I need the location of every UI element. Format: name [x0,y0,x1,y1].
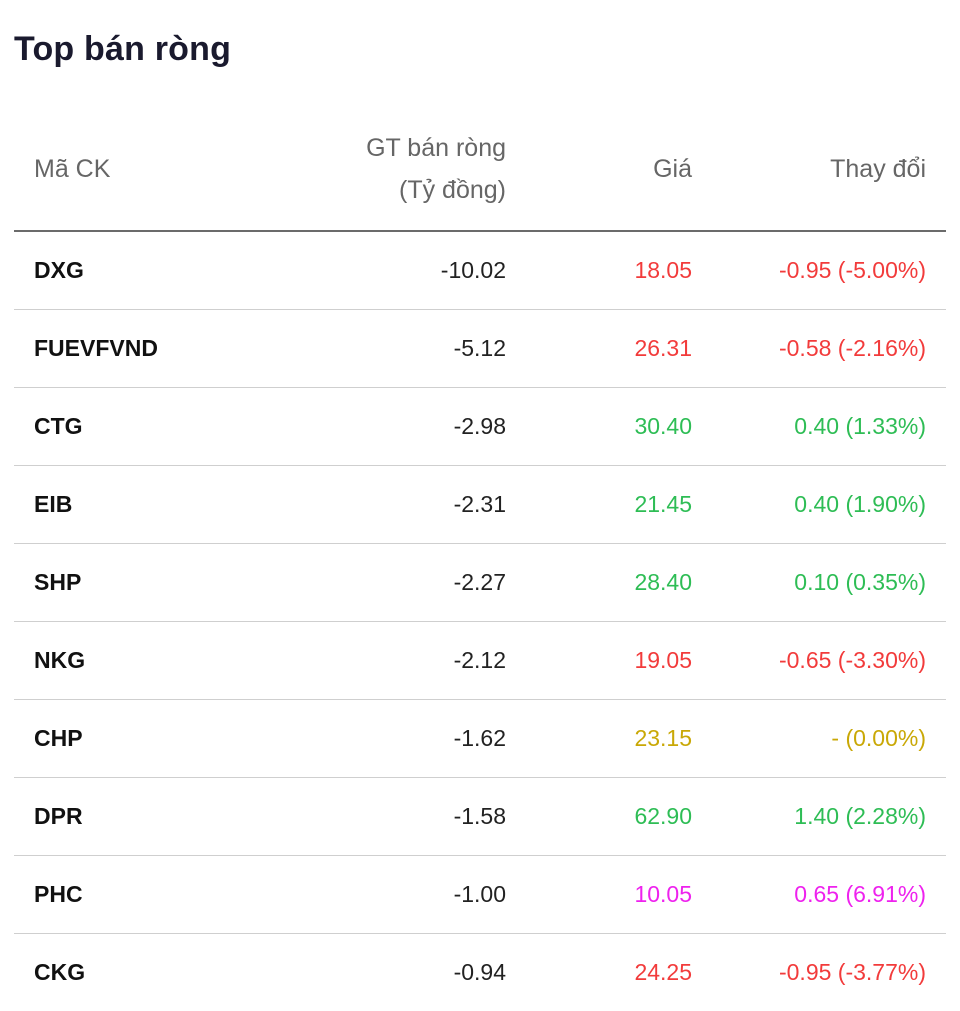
price-change: 0.40 (1.33%) [794,413,926,439]
net-sell-value: -0.94 [453,959,506,985]
column-header-net-sell-value[interactable]: GT bán ròng (Tỷ đồng) [366,110,506,228]
price: 23.15 [634,725,692,751]
table-row[interactable]: FUEVFVND -5.12 26.31 -0.58 (-2.16%) [14,310,946,388]
net-sell-value: -5.12 [453,335,506,361]
net-sell-value: -2.31 [453,491,506,517]
stock-code[interactable]: EIB [34,491,73,517]
net-sell-value: -1.58 [453,803,506,829]
stock-code[interactable]: DPR [34,803,83,829]
price-change: - (0.00%) [831,725,926,751]
price-change: 0.10 (0.35%) [794,569,926,595]
table-row[interactable]: DPR -1.58 62.90 1.40 (2.28%) [14,778,946,856]
net-sell-value: -1.62 [453,725,506,751]
stock-code[interactable]: SHP [34,569,82,595]
stock-code[interactable]: NKG [34,647,86,673]
price-change: 0.40 (1.90%) [794,491,926,517]
table-row[interactable]: CKG -0.94 24.25 -0.95 (-3.77%) [14,934,946,1011]
column-header-price[interactable]: Giá [653,154,692,183]
net-sell-value: -10.02 [440,257,506,283]
price: 21.45 [634,491,692,517]
price-change: -0.95 (-3.77%) [778,959,926,985]
net-sell-value: -2.12 [453,647,506,673]
net-sell-value: -2.27 [453,569,506,595]
table-row[interactable]: PHC -1.00 10.05 0.65 (6.91%) [14,856,946,934]
net-sell-value: -1.00 [453,881,506,907]
price: 30.40 [634,413,692,439]
table-row[interactable]: EIB -2.31 21.45 0.40 (1.90%) [14,466,946,544]
table-row[interactable]: CHP -1.62 23.15 - (0.00%) [14,700,946,778]
price-change: -0.58 (-2.16%) [778,335,926,361]
price: 62.90 [634,803,692,829]
column-header-net-sell-value-line1: GT bán ròng [366,134,506,162]
net-sell-table: Mã CK GT bán ròng (Tỷ đồng) Giá Thay đổi… [14,110,946,1011]
table-row[interactable]: CTG -2.98 30.40 0.40 (1.33%) [14,388,946,466]
column-header-net-sell-value-line2: (Tỷ đồng) [399,176,506,204]
table-header: Mã CK GT bán ròng (Tỷ đồng) Giá Thay đổi [14,110,946,232]
price-change: -0.95 (-5.00%) [778,257,926,283]
stock-code[interactable]: CTG [34,413,83,439]
net-sell-value: -2.98 [453,413,506,439]
price: 10.05 [634,881,692,907]
price: 19.05 [634,647,692,673]
stock-code[interactable]: CKG [34,959,86,985]
price-change: -0.65 (-3.30%) [778,647,926,673]
stock-code[interactable]: PHC [34,881,83,907]
stock-code[interactable]: CHP [34,725,83,751]
table-row[interactable]: SHP -2.27 28.40 0.10 (0.35%) [14,544,946,622]
table-body: DXG -10.02 18.05 -0.95 (-5.00%) FUEVFVND -5.1… [14,232,946,1011]
price: 28.40 [634,569,692,595]
price-change: 0.65 (6.91%) [794,881,926,907]
stock-code[interactable]: DXG [34,257,84,283]
column-header-change[interactable]: Thay đổi [830,154,926,183]
page-title: Top bán ròng [14,30,232,68]
price-change: 1.40 (2.28%) [794,803,926,829]
price: 18.05 [634,257,692,283]
price: 26.31 [634,335,692,361]
price: 24.25 [634,959,692,985]
column-header-code[interactable]: Mã CK [34,154,111,183]
table-row[interactable]: NKG -2.12 19.05 -0.65 (-3.30%) [14,622,946,700]
stock-code[interactable]: FUEVFVND [34,335,158,361]
table-row[interactable]: DXG -10.02 18.05 -0.95 (-5.00%) [14,232,946,310]
